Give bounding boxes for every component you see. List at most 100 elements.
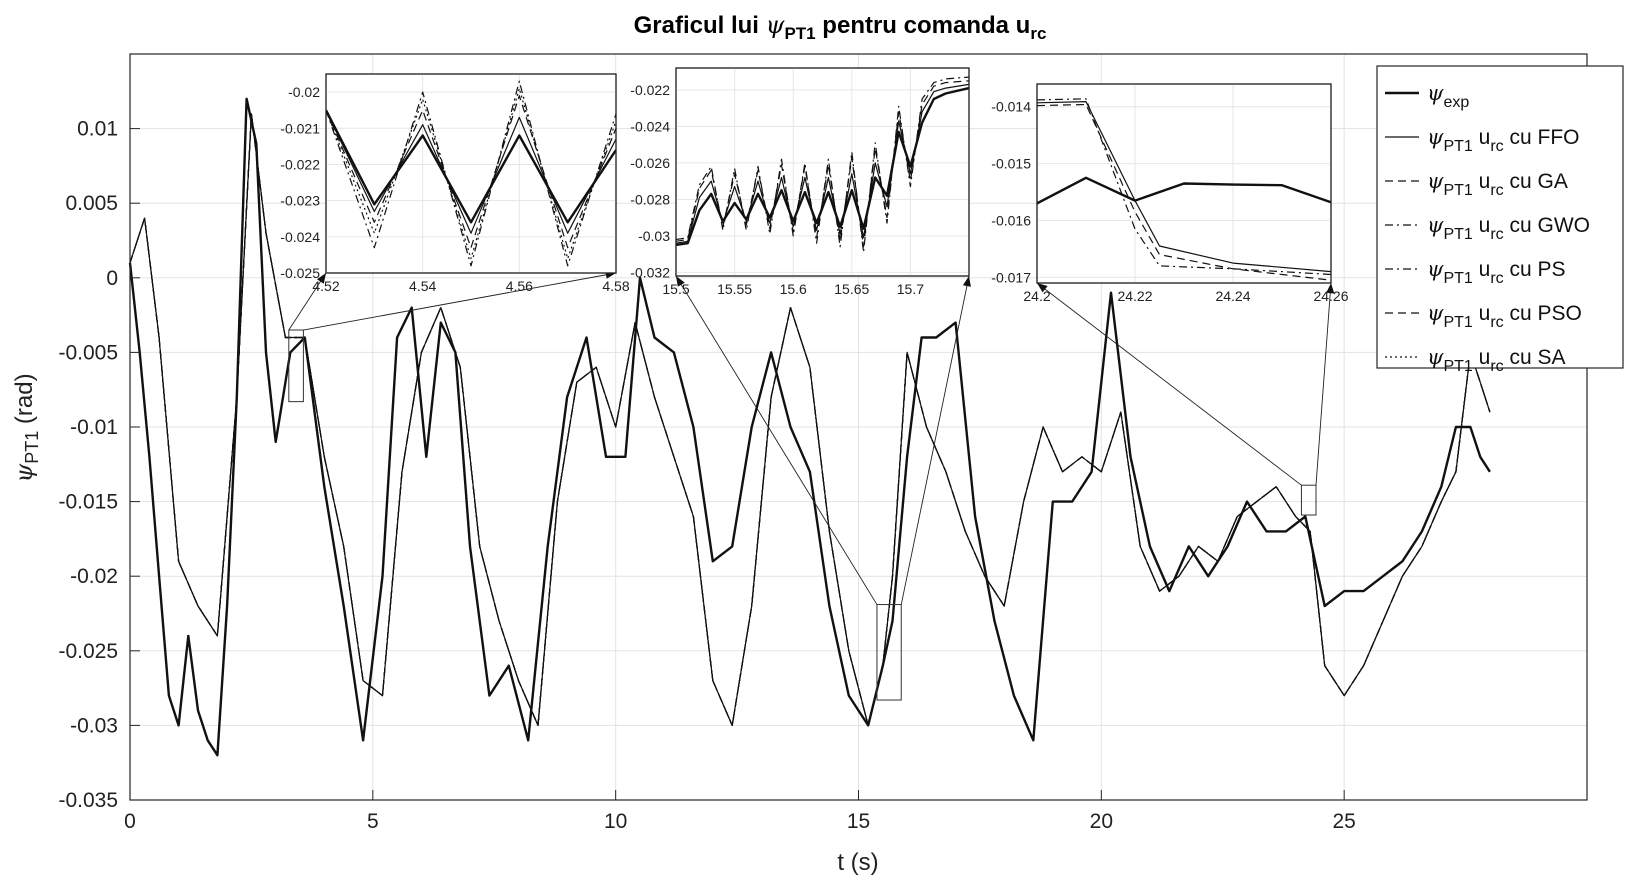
zoom-source-rect — [876, 604, 902, 701]
zoom-connector-line — [1036, 282, 1302, 486]
zoom-connector-line — [303, 272, 617, 331]
inset-y-tick-label: -0.032 — [630, 264, 670, 280]
inset-line — [676, 76, 969, 253]
inset-line — [326, 87, 616, 260]
inset-x-tick-label: 15.5 — [662, 281, 689, 297]
inset-inset3: 24.2 24.22 24.24 24.26 -0.014 -0.015 -0.016 -0.… — [991, 83, 1349, 304]
x-tick-label: 5 — [367, 810, 379, 833]
inset-line — [676, 83, 969, 244]
legend-label-ffo: ψPT1 urc cu FFO — [1427, 125, 1580, 155]
zoom-connector-line — [288, 272, 327, 331]
legend-label-sa: ψPT1 urc cu SA — [1427, 345, 1566, 375]
inset-y-tick-label: -0.024 — [630, 118, 670, 134]
legend-label-ps: ψPT1 urc cu PS — [1427, 257, 1566, 287]
title-symbol: ψ — [766, 11, 786, 39]
y-axis-symbol: ψ — [10, 463, 38, 483]
inset-x-tick-label: 15.65 — [834, 281, 869, 297]
inset-x-tick-label: 24.24 — [1215, 288, 1250, 304]
x-tick-label: 20 — [1090, 810, 1113, 833]
title-middle: pentru comanda u — [816, 12, 1031, 39]
zoom-connector-line — [675, 275, 878, 605]
inset-line — [1037, 101, 1331, 273]
inset-lines — [326, 80, 616, 267]
x-axis-ticks: 0 5 10 15 20 25 — [124, 790, 1356, 833]
inset-frame — [675, 67, 970, 277]
inset-y-tick-label: -0.022 — [280, 156, 320, 172]
inset-lines — [1037, 98, 1331, 281]
inset-line — [326, 109, 616, 234]
inset-line — [326, 109, 616, 224]
chart-title: Graficul lui ψPT1 pentru comanda urc — [634, 11, 1047, 43]
inset-y-tick-label: -0.014 — [991, 99, 1031, 115]
x-tick-label: 10 — [604, 810, 627, 833]
inset-border — [675, 67, 970, 277]
legend-label-pso: ψPT1 urc cu PSO — [1427, 301, 1582, 331]
y-tick-label: -0.005 — [58, 341, 118, 364]
inset-line — [1037, 103, 1331, 281]
x-tick-label: 0 — [124, 810, 136, 833]
legend-label-exp: ψexp — [1427, 81, 1469, 111]
zoom-connector-line — [1315, 282, 1332, 486]
zoom-source-rect — [288, 329, 304, 403]
y-tick-label: 0 — [106, 267, 118, 290]
y-tick-label: 0.005 — [65, 192, 118, 215]
inset-y-tick-label: -0.022 — [630, 82, 670, 98]
inset-y-tick-label: -0.02 — [288, 84, 320, 100]
inset-x-tick-label: 24.22 — [1117, 288, 1152, 304]
inset-axes-group: 4.52 4.54 4.56 4.58 -0.02 -0.021 -0.022 -0.023 -… — [280, 67, 1349, 304]
zoom-arrowhead — [676, 276, 685, 287]
inset-x-tick-label: 15.55 — [717, 281, 752, 297]
inset-y-tick-label: -0.025 — [280, 265, 320, 281]
inset-line — [1037, 176, 1331, 205]
y-axis-ticks: 0.01 0.005 0 -0.005 -0.01 -0.015 -0.02 -0.025 -0… — [58, 118, 140, 812]
legend-label-gwo: ψPT1 urc cu GWO — [1427, 213, 1590, 243]
y-axis-label: ψPT1 (rad) — [10, 373, 42, 482]
inset-grid — [675, 68, 969, 276]
y-tick-label: -0.01 — [70, 416, 118, 439]
title-suffix-sub: rc — [1030, 24, 1046, 43]
y-tick-label: -0.015 — [58, 491, 118, 514]
inset-y-tick-label: -0.023 — [280, 193, 320, 209]
y-tick-label: -0.03 — [70, 714, 118, 737]
main-plot-lines — [128, 97, 1491, 757]
inset-inset1: 4.52 4.54 4.56 4.58 -0.02 -0.021 -0.022 -0.023 -… — [280, 73, 630, 294]
zoom-arrowhead — [1037, 283, 1048, 293]
title-symbol-sub: PT1 — [784, 24, 815, 43]
x-tick-label: 25 — [1332, 810, 1355, 833]
inset-y-tick-label: -0.024 — [280, 229, 320, 245]
zoom-source-rect — [1300, 484, 1317, 516]
inset-line — [326, 80, 616, 267]
y-axis-symbol-sub: PT1 — [22, 431, 42, 464]
y-tick-label: -0.02 — [70, 565, 118, 588]
inset-x-tick-label: 4.52 — [312, 278, 339, 294]
inset-x-tick-label: 4.54 — [409, 278, 436, 294]
zoom-connector-line — [900, 275, 970, 605]
inset-y-tick-label: -0.015 — [991, 156, 1031, 172]
zoom-connectors — [288, 270, 1335, 701]
inset-y-tick-label: -0.016 — [991, 212, 1031, 228]
zoom-arrowhead — [1326, 283, 1335, 294]
inset-x-tick-label: 15.7 — [897, 281, 924, 297]
x-axis-label: t (s) — [837, 849, 878, 876]
y-axis-unit: (rad) — [11, 373, 38, 430]
inset-y-tick-label: -0.028 — [630, 191, 670, 207]
y-tick-label: -0.025 — [58, 640, 118, 663]
zoom-arrowhead — [962, 276, 971, 287]
inset-y-tick-label: -0.017 — [991, 269, 1031, 285]
legend: ψexp ψPT1 urc cu FFO ψPT1 urc cu GA ψPT1 ur… — [1376, 65, 1624, 375]
inset-y-tick-label: -0.026 — [630, 155, 670, 171]
legend-label-ga: ψPT1 urc cu GA — [1427, 169, 1568, 199]
inset-x-tick-label: 24.26 — [1313, 288, 1348, 304]
x-tick-label: 15 — [847, 810, 870, 833]
inset-x-tick-label: 24.2 — [1023, 288, 1050, 304]
inset-line — [326, 95, 616, 249]
inset-x-tick-label: 4.58 — [602, 278, 629, 294]
inset-lines — [676, 76, 969, 253]
inset-line — [1037, 98, 1331, 276]
inset-border — [1036, 83, 1332, 284]
title-prefix: Graficul lui — [634, 12, 766, 39]
y-tick-label: -0.035 — [58, 789, 118, 812]
inset-inset2: 15.5 15.55 15.6 15.65 15.7 -0.022 -0.024 -0.026… — [630, 67, 970, 297]
inset-y-tick-label: -0.021 — [280, 120, 320, 136]
